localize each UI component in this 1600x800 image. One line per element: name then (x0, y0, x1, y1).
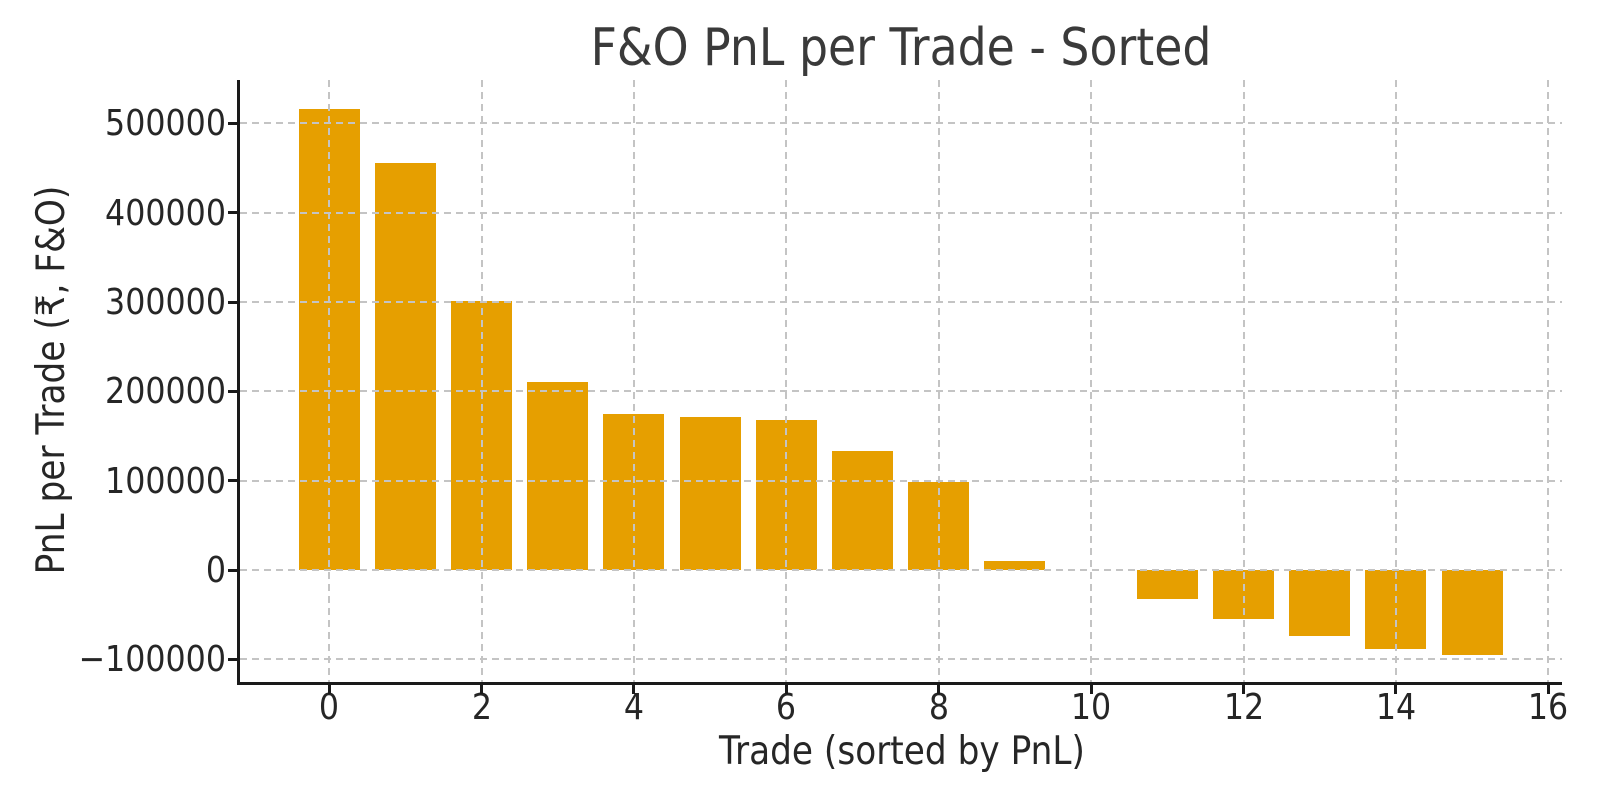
bar (374, 162, 436, 570)
x-tick-mark (1242, 685, 1245, 694)
x-tick-mark (784, 685, 788, 694)
grid-line-horizontal (240, 569, 1562, 571)
chart-title: F&O PnL per Trade - Sorted (590, 18, 1212, 78)
grid-line-vertical (785, 80, 788, 682)
grid-line-horizontal (240, 390, 1562, 393)
x-tick-label: 4 (623, 687, 645, 728)
grid-line-vertical (937, 80, 940, 682)
bar (1289, 570, 1351, 636)
plot-area (240, 80, 1562, 682)
y-tick-mark (228, 300, 237, 304)
y-tick-label: 200000 (105, 371, 226, 413)
x-axis-label: Trade (sorted by PnL) (719, 729, 1085, 774)
grid-line-horizontal (240, 122, 1562, 125)
bar (1441, 570, 1503, 655)
y-tick-mark (228, 389, 237, 393)
x-tick-label: 10 (1070, 687, 1112, 728)
bar (1136, 570, 1198, 599)
y-tick-label: −100000 (78, 639, 227, 681)
grid-line-vertical (1547, 80, 1550, 682)
x-tick-label: 2 (471, 687, 492, 728)
bar (832, 450, 893, 570)
grid-line-horizontal (240, 479, 1562, 482)
x-tick-label: 12 (1223, 687, 1264, 728)
y-tick-mark (228, 121, 237, 125)
x-axis-spine (237, 682, 1562, 685)
y-tick-mark (228, 211, 237, 215)
grid-line-vertical (1394, 80, 1397, 682)
bar (527, 382, 589, 570)
x-tick-label: 8 (928, 687, 949, 728)
grid-line-horizontal (240, 658, 1562, 661)
grid-line-vertical (632, 80, 635, 682)
x-tick-mark (1546, 685, 1550, 694)
y-tick-mark (228, 479, 237, 483)
y-axis-spine (237, 80, 240, 685)
y-tick-label: 100000 (105, 460, 226, 502)
grid-line-horizontal (240, 301, 1562, 304)
x-tick-mark (632, 685, 636, 694)
x-tick-label: 6 (776, 687, 797, 728)
x-tick-mark (1394, 685, 1398, 694)
x-tick-mark (480, 685, 484, 694)
y-tick-label: 0 (205, 550, 226, 591)
x-tick-mark (1089, 685, 1093, 694)
x-tick-label: 16 (1528, 687, 1569, 728)
y-tick-label: 300000 (105, 282, 226, 324)
y-tick-mark (228, 657, 237, 661)
y-tick-label: 400000 (105, 192, 226, 234)
y-tick-label: 500000 (105, 103, 226, 145)
x-tick-label: 0 (319, 687, 340, 728)
x-tick-mark (327, 685, 331, 694)
grid-line-vertical (1242, 80, 1245, 682)
y-tick-mark (228, 568, 237, 572)
x-tick-mark (937, 685, 941, 694)
grid-line-vertical (328, 80, 331, 682)
grid-line-vertical (1090, 80, 1093, 682)
bar (679, 416, 741, 570)
x-tick-label: 14 (1375, 687, 1417, 728)
grid-line-vertical (480, 80, 483, 682)
grid-line-horizontal (240, 211, 1562, 214)
bar (984, 560, 1046, 570)
